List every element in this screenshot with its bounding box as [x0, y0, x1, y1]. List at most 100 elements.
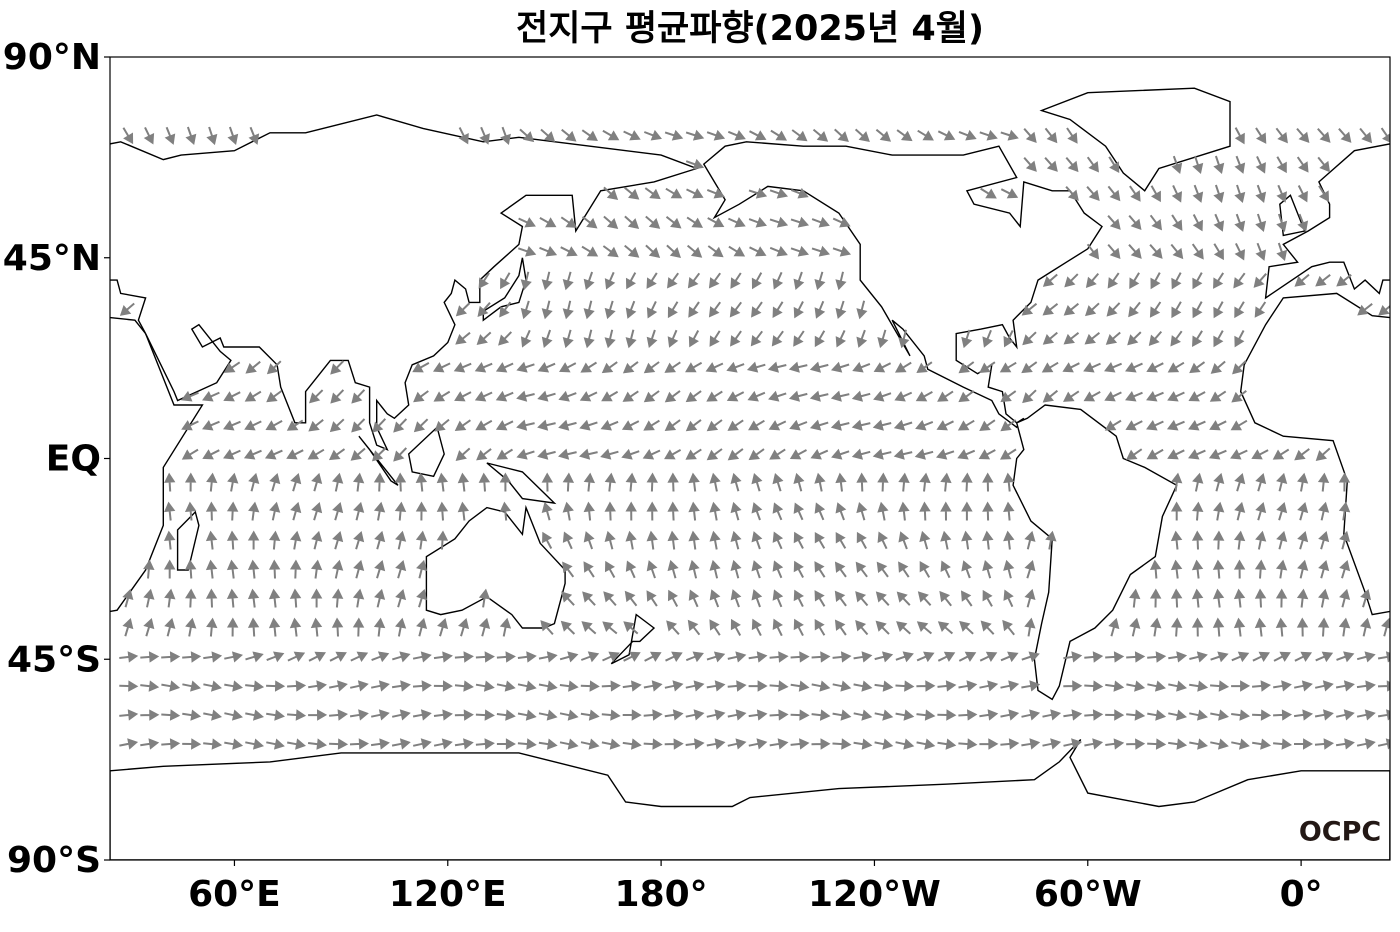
wave-arrow [625, 272, 637, 290]
wave-arrow [122, 617, 134, 637]
wave-arrow [835, 329, 846, 348]
wave-arrow [896, 129, 913, 142]
wave-arrow [454, 651, 474, 663]
wave-arrow [1167, 391, 1185, 402]
wave-arrow [580, 361, 598, 373]
wave-arrow [1107, 185, 1121, 202]
wave-arrow [895, 651, 914, 663]
wave-arrow [790, 651, 810, 663]
wave-arrow [600, 448, 619, 460]
wave-arrow [1356, 680, 1376, 692]
wave-arrow [581, 245, 599, 257]
wave-arrow [937, 651, 956, 662]
wave-arrow [268, 617, 281, 637]
wave-arrow [772, 589, 784, 608]
wave-arrow [164, 501, 176, 521]
wave-arrow [517, 738, 537, 750]
wave-arrow [433, 680, 453, 692]
wave-arrow [1129, 617, 1141, 637]
wave-arrow [457, 472, 470, 492]
wave-arrow [1276, 156, 1287, 174]
wave-arrow [412, 709, 432, 721]
wave-arrow [371, 651, 390, 663]
wave-arrow [730, 472, 742, 492]
wave-arrow [371, 447, 387, 462]
wave-arrow [1253, 273, 1267, 288]
wave-arrow [223, 391, 241, 402]
wave-arrow [854, 128, 870, 143]
wave-arrow [500, 272, 511, 290]
wave-arrow [809, 390, 829, 402]
wave-arrow [310, 559, 323, 579]
wave-arrow [1084, 709, 1104, 721]
wave-arrow [163, 530, 176, 550]
wave-arrow [709, 589, 721, 608]
wave-arrow [1108, 156, 1120, 174]
wave-arrow [1356, 709, 1376, 721]
wave-arrow [978, 449, 996, 460]
wave-arrow [1105, 651, 1125, 663]
wave-arrow [184, 472, 197, 492]
wave-arrow [560, 620, 576, 635]
wave-arrow [749, 130, 767, 141]
wave-arrow [1085, 302, 1100, 317]
wave-arrow [206, 126, 218, 146]
wave-arrow [1024, 530, 1036, 550]
wave-arrow [688, 589, 700, 608]
wave-arrow [412, 738, 432, 750]
wave-arrow [1234, 184, 1246, 204]
coastline [407, 425, 445, 478]
wave-arrow [1191, 588, 1204, 608]
wave-arrow [349, 680, 369, 692]
wave-arrow [916, 621, 933, 635]
wave-arrow [332, 472, 344, 492]
wave-arrow [793, 472, 805, 492]
wave-arrow [874, 680, 894, 692]
wave-arrow [979, 361, 996, 374]
wave-arrow [602, 621, 618, 635]
wave-arrow [851, 448, 871, 460]
wave-arrow [811, 651, 831, 663]
wave-arrow [1234, 501, 1246, 521]
wave-arrow [1338, 501, 1351, 521]
wave-arrow [181, 390, 199, 402]
wave-arrow [1380, 127, 1390, 143]
wave-arrow [1339, 559, 1351, 579]
wave-arrow [1148, 330, 1163, 347]
wave-arrow [604, 271, 616, 290]
wave-arrow [1317, 128, 1331, 143]
wave-arrow [835, 472, 847, 492]
wave-arrow [224, 709, 243, 721]
wave-arrow [1296, 156, 1309, 173]
wave-arrow [916, 361, 933, 374]
wave-arrow [352, 588, 365, 608]
wave-arrow [1000, 129, 1019, 141]
wave-arrow [266, 390, 283, 403]
wave-arrow [667, 589, 679, 607]
wave-arrow [746, 361, 766, 373]
wave-arrow [349, 738, 370, 750]
wave-arrow [1105, 331, 1121, 345]
wave-arrow [1171, 155, 1183, 175]
wave-arrow [143, 617, 155, 637]
wave-arrow [814, 531, 826, 549]
wave-arrow [1147, 738, 1167, 750]
wave-arrow [979, 129, 998, 141]
wave-arrow [769, 187, 789, 199]
wave-arrow [1003, 589, 1014, 608]
wave-arrow [203, 738, 223, 750]
wave-arrow [851, 419, 871, 431]
wave-arrow [877, 501, 889, 521]
wave-arrow [1128, 214, 1142, 231]
wave-arrow [1273, 651, 1291, 662]
wave-arrow [1191, 530, 1204, 550]
wave-arrow [143, 588, 155, 608]
wave-arrow [1297, 213, 1309, 232]
wave-arrow [1129, 272, 1140, 290]
wave-arrow [561, 128, 577, 142]
wave-arrow [395, 588, 407, 608]
wave-arrow [287, 680, 307, 692]
wave-arrow [1335, 709, 1355, 721]
wave-arrow [982, 472, 994, 492]
wave-arrow [1024, 588, 1036, 608]
